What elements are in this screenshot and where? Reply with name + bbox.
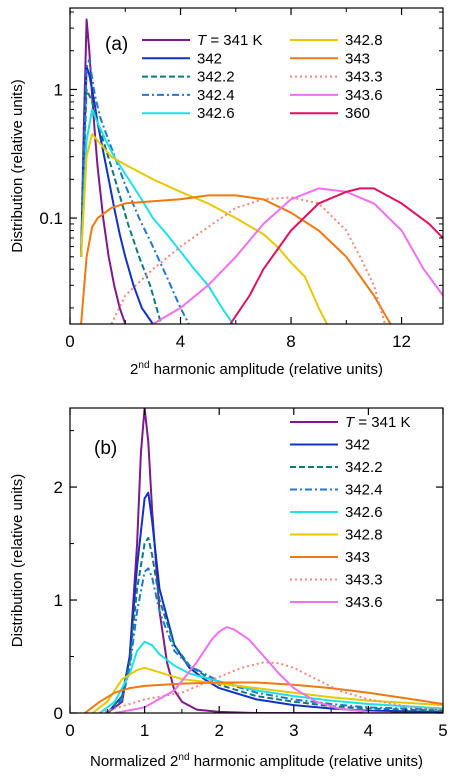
legend-label: 343.3: [345, 69, 383, 86]
series-line-343: [84, 681, 443, 713]
legend-label: 343: [345, 50, 370, 67]
legend-label: 342.8: [345, 32, 383, 49]
x-tick-label: 0: [65, 332, 74, 351]
x-tick-label: 0: [65, 721, 74, 740]
x-tick-label: 3: [289, 721, 298, 740]
y-tick-label: 0.1: [39, 209, 63, 228]
y-tick-label: 0: [54, 704, 63, 723]
series-line-342-8: [91, 666, 443, 713]
legend-label: 342.4: [345, 482, 383, 499]
x-tick-label: 12: [392, 332, 411, 351]
legend-label: 342.6: [197, 105, 235, 122]
legend-label: 342.4: [197, 87, 235, 104]
x-tick-label: 2: [214, 721, 223, 740]
legend-label: 342: [197, 50, 222, 67]
x-tick-label: 1: [140, 721, 149, 740]
legend-label: 343.3: [345, 572, 383, 589]
plot-frame: [69, 407, 444, 714]
y-tick-label: 1: [54, 591, 63, 610]
plot-frame: [69, 7, 444, 325]
series-line-342-6: [99, 640, 443, 713]
legend-label: 343.6: [345, 594, 383, 611]
x-tick-label: 4: [176, 332, 185, 351]
panel-b: 0 1 2 3 4 5 0 1 2 (b) Normalized 2nd harmonic ampl…: [9, 407, 448, 770]
x-tick-label: 5: [438, 721, 447, 740]
series-line-342-6: [80, 108, 234, 324]
legend-label: 342.6: [345, 504, 383, 521]
y-tick-label: 1: [54, 80, 63, 99]
x-tick-label: 8: [286, 332, 295, 351]
panel-a: 0 4 8 12 0.1 1 (a) 2nd harmonic amplitude (rela…: [9, 7, 444, 378]
y-axis-label: Distribution (relative units): [9, 79, 26, 252]
panel-label: (b): [94, 438, 117, 459]
legend-label: T = 341 K: [345, 414, 410, 431]
series-line-342-2: [106, 536, 443, 713]
series-line-343: [80, 194, 392, 324]
series-line-341: [80, 18, 127, 324]
legend-label: 360: [345, 105, 370, 122]
legend-label: T = 341 K: [197, 32, 262, 49]
legend-label: 342: [345, 437, 370, 454]
series-line-342: [80, 65, 154, 324]
series-line-343-6: [114, 626, 391, 713]
legend-label: 343.6: [345, 87, 383, 104]
x-tick-label: 4: [364, 721, 373, 740]
series-line-342-4: [80, 58, 190, 324]
y-axis-label: Distribution (relative units): [9, 474, 26, 647]
legend-label: 343: [345, 549, 370, 566]
legend-label: 342.2: [345, 459, 383, 476]
x-axis-label: Normalized 2nd harmonic amplitude (relat…: [90, 752, 423, 770]
series-group: [84, 408, 443, 713]
series-group: [80, 18, 443, 324]
legend-label: 342.2: [197, 69, 235, 86]
series-line-341: [106, 408, 443, 713]
series-line-342-4: [106, 567, 443, 713]
y-tick-label: 2: [54, 478, 63, 497]
legend: T = 341 K 342 342.2 342.4 342.6 342.8 343 343.3…: [290, 414, 410, 611]
series-line-343-3: [110, 196, 386, 324]
series-line-342: [106, 491, 443, 713]
x-axis-label: 2nd harmonic amplitude (relative units): [130, 360, 383, 378]
series-line-343-6: [152, 187, 443, 324]
panel-label: (a): [105, 34, 128, 55]
series-line-342-2: [80, 88, 163, 324]
series-line-360: [229, 187, 443, 324]
legend-label: 342.8: [345, 527, 383, 544]
